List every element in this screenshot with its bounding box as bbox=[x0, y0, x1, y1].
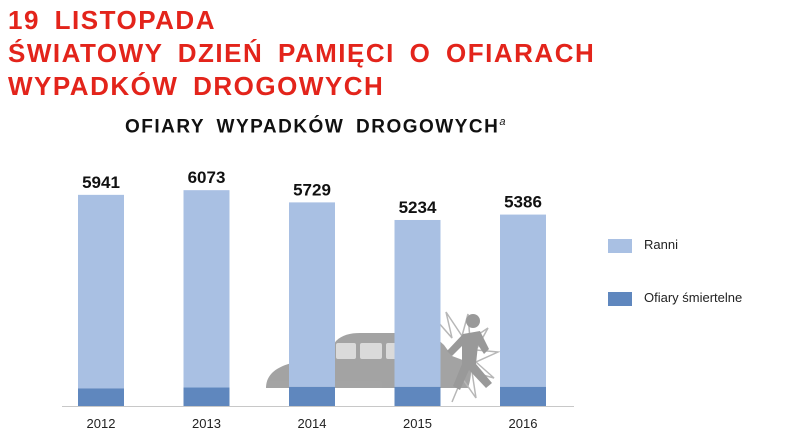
x-tick-label-2013: 2013 bbox=[192, 416, 221, 431]
x-tick-label-2012: 2012 bbox=[87, 416, 116, 431]
legend-label-ranni: Ranni bbox=[644, 237, 678, 252]
legend-item-ofiary-smiertelne: Ofiary śmiertelne bbox=[608, 290, 796, 310]
legend-swatch-ranni bbox=[608, 239, 632, 253]
bar-ofiary-smiertelne-2015 bbox=[394, 386, 441, 406]
x-tick-label-2016: 2016 bbox=[509, 416, 538, 431]
bar-ranni-2013 bbox=[183, 190, 230, 388]
total-label-2012: 5941 bbox=[82, 173, 120, 192]
bar-ranni-2012 bbox=[78, 194, 124, 389]
bar-ranni-2014 bbox=[289, 202, 335, 387]
bar-ofiary-smiertelne-2016 bbox=[500, 386, 546, 406]
chart-title-footnote-mark: a bbox=[499, 116, 507, 128]
headline-line-2: ŚWIATOWY DZIEŃ PAMIĘCI O OFIARACH bbox=[8, 38, 596, 68]
bar-ofiary-smiertelne-2013 bbox=[183, 387, 230, 406]
headline: 19 LISTOPADA ŚWIATOWY DZIEŃ PAMIĘCI O OF… bbox=[8, 4, 595, 103]
total-label-2015: 5234 bbox=[399, 198, 437, 217]
legend-label-ofiary-smiertelne: Ofiary śmiertelne bbox=[644, 290, 743, 305]
legend-item-ranni: Ranni bbox=[608, 237, 796, 257]
x-tick-label-2015: 2015 bbox=[403, 416, 432, 431]
headline-line-3: WYPADKÓW DROGOWYCH bbox=[8, 71, 385, 101]
chart-title: OFIARY WYPADKÓW DROGOWYCHa bbox=[0, 116, 632, 138]
x-tick-label-2014: 2014 bbox=[298, 416, 327, 431]
total-label-2016: 5386 bbox=[504, 193, 542, 212]
bar-ofiary-smiertelne-2014 bbox=[289, 386, 335, 406]
legend-swatch-ofiary-smiertelne bbox=[608, 292, 632, 306]
total-label-2013: 6073 bbox=[188, 168, 226, 187]
bar-ranni-2016 bbox=[500, 214, 546, 387]
total-label-2014: 5729 bbox=[293, 180, 331, 199]
pedestrian-figure bbox=[447, 314, 492, 390]
headline-line-1: 19 LISTOPADA bbox=[8, 5, 216, 35]
chart-title-text: OFIARY WYPADKÓW DROGOWYCH bbox=[125, 116, 500, 138]
bar-ofiary-smiertelne-2012 bbox=[78, 388, 124, 406]
bar-ranni-2015 bbox=[394, 219, 441, 387]
labels-layer: 5941 2012 6073 2013 5729 2014 5234 2015 5386 2016 bbox=[62, 168, 574, 431]
bars-layer bbox=[78, 190, 546, 406]
